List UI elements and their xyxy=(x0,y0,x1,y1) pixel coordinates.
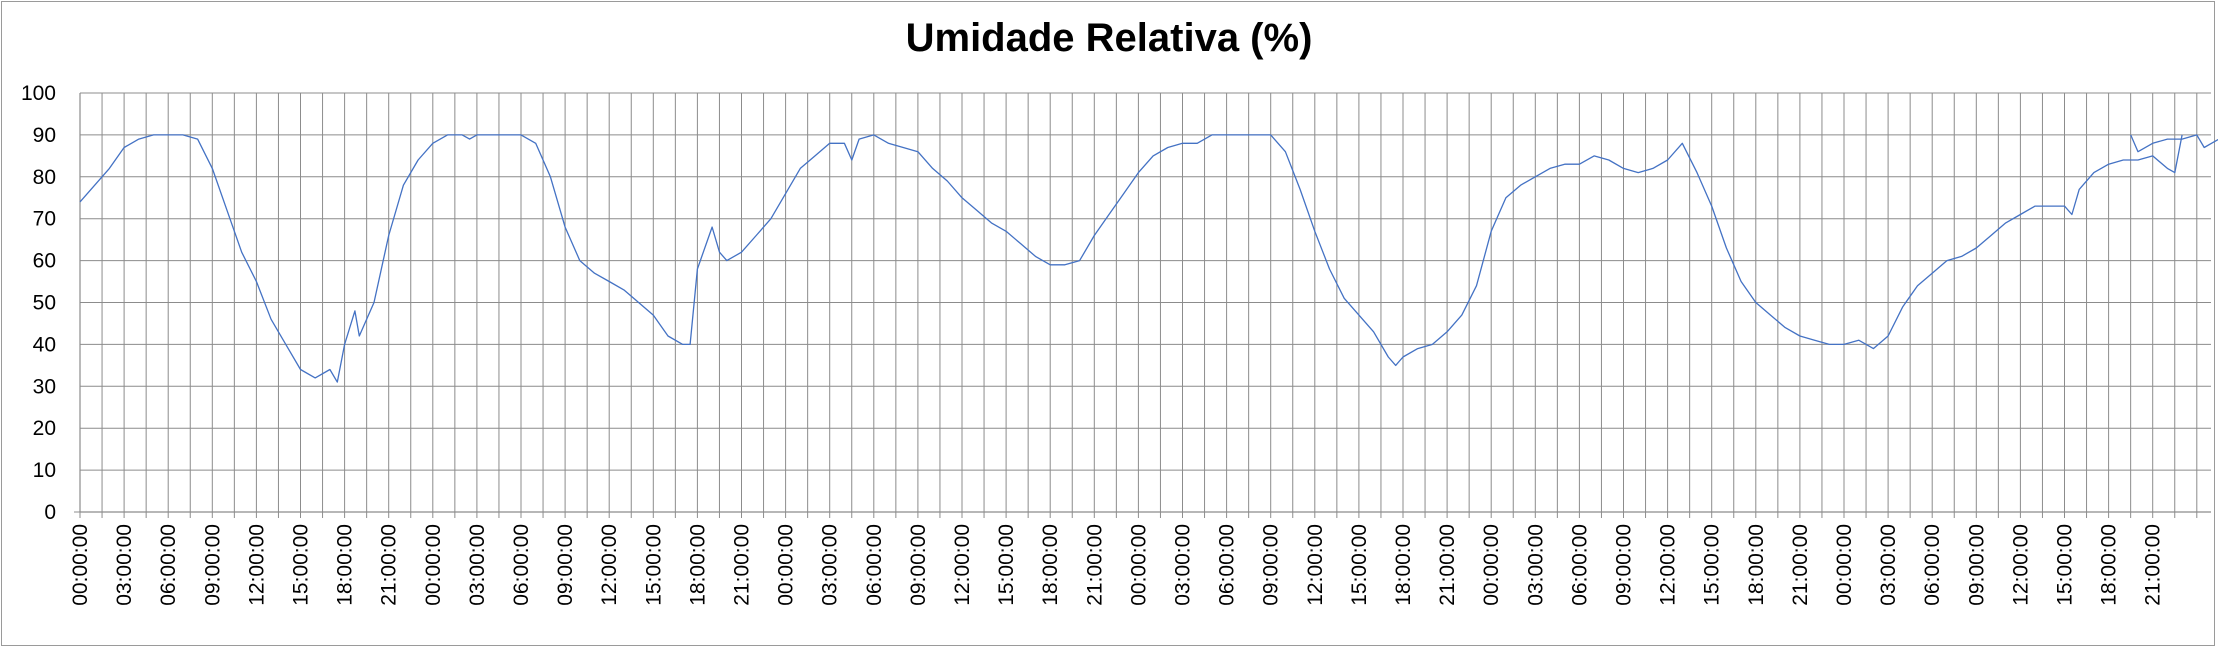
x-tick-label: 15:00:00 xyxy=(1348,524,1371,606)
y-tick-label: 90 xyxy=(33,124,56,147)
x-tick-label: 12:00:00 xyxy=(598,524,621,606)
x-tick-label: 00:00:00 xyxy=(775,524,798,606)
x-tick-label: 21:00:00 xyxy=(1436,524,1459,606)
x-tick-label: 21:00:00 xyxy=(731,524,754,606)
y-tick-label: 10 xyxy=(33,459,56,482)
x-tick-label: 18:00:00 xyxy=(1039,524,1062,606)
x-tick-label: 12:00:00 xyxy=(2009,524,2032,606)
x-tick-label: 03:00:00 xyxy=(1524,524,1547,606)
y-tick-label: 60 xyxy=(33,250,56,273)
x-tick-label: 03:00:00 xyxy=(819,524,842,606)
y-tick-label: 20 xyxy=(33,417,56,440)
y-tick-label: 30 xyxy=(33,375,56,398)
x-tick-label: 21:00:00 xyxy=(378,524,401,606)
x-tick-label: 03:00:00 xyxy=(1877,524,1900,606)
y-tick-label: 0 xyxy=(44,501,56,524)
x-tick-label: 12:00:00 xyxy=(951,524,974,606)
x-tick-label: 21:00:00 xyxy=(1083,524,1106,606)
x-tick-label: 00:00:00 xyxy=(422,524,445,606)
x-tick-label: 09:00:00 xyxy=(1260,524,1283,606)
x-tick-label: 06:00:00 xyxy=(1216,524,1239,606)
x-tick-label: 15:00:00 xyxy=(995,524,1018,606)
x-tick-label: 18:00:00 xyxy=(334,524,357,606)
x-tick-label: 06:00:00 xyxy=(510,524,533,606)
y-tick-label: 40 xyxy=(33,333,56,356)
x-tick-label: 09:00:00 xyxy=(554,524,577,606)
x-tick-label: 21:00:00 xyxy=(2142,524,2165,606)
x-tick-label: 00:00:00 xyxy=(1480,524,1503,606)
x-tick-label: 18:00:00 xyxy=(2098,524,2121,606)
y-tick-label: 80 xyxy=(33,166,56,189)
series-line xyxy=(2130,134,2218,153)
x-tick-label: 15:00:00 xyxy=(642,524,665,606)
x-tick-label: 18:00:00 xyxy=(1392,524,1415,606)
x-tick-label: 03:00:00 xyxy=(113,524,136,606)
x-tick-label: 09:00:00 xyxy=(201,524,224,606)
y-tick-label: 100 xyxy=(21,82,56,105)
x-tick-label: 00:00:00 xyxy=(1833,524,1856,606)
x-tick-label: 15:00:00 xyxy=(290,524,313,606)
x-tick-label: 06:00:00 xyxy=(1921,524,1944,606)
series-line xyxy=(79,134,2183,383)
x-tick-label: 09:00:00 xyxy=(907,524,930,606)
x-tick-label: 00:00:00 xyxy=(69,524,92,606)
x-tick-label: 06:00:00 xyxy=(1568,524,1591,606)
y-tick-label: 50 xyxy=(33,292,56,315)
x-tick-label: 12:00:00 xyxy=(1304,524,1327,606)
x-tick-label: 00:00:00 xyxy=(1127,524,1150,606)
x-tick-label: 15:00:00 xyxy=(1701,524,1724,606)
x-tick-label: 03:00:00 xyxy=(1172,524,1195,606)
y-tick-label: 70 xyxy=(33,208,56,231)
x-tick-label: 18:00:00 xyxy=(1745,524,1768,606)
x-tick-label: 12:00:00 xyxy=(245,524,268,606)
x-tick-label: 06:00:00 xyxy=(157,524,180,606)
x-tick-label: 09:00:00 xyxy=(1965,524,1988,606)
x-tick-label: 15:00:00 xyxy=(2054,524,2077,606)
x-tick-label: 09:00:00 xyxy=(1613,524,1636,606)
x-tick-label: 18:00:00 xyxy=(686,524,709,606)
x-tick-label: 06:00:00 xyxy=(863,524,886,606)
chart-title: Umidade Relativa (%) xyxy=(905,16,1313,60)
x-tick-label: 21:00:00 xyxy=(1789,524,1812,606)
x-tick-label: 03:00:00 xyxy=(466,524,489,606)
x-tick-label: 12:00:00 xyxy=(1657,524,1680,606)
